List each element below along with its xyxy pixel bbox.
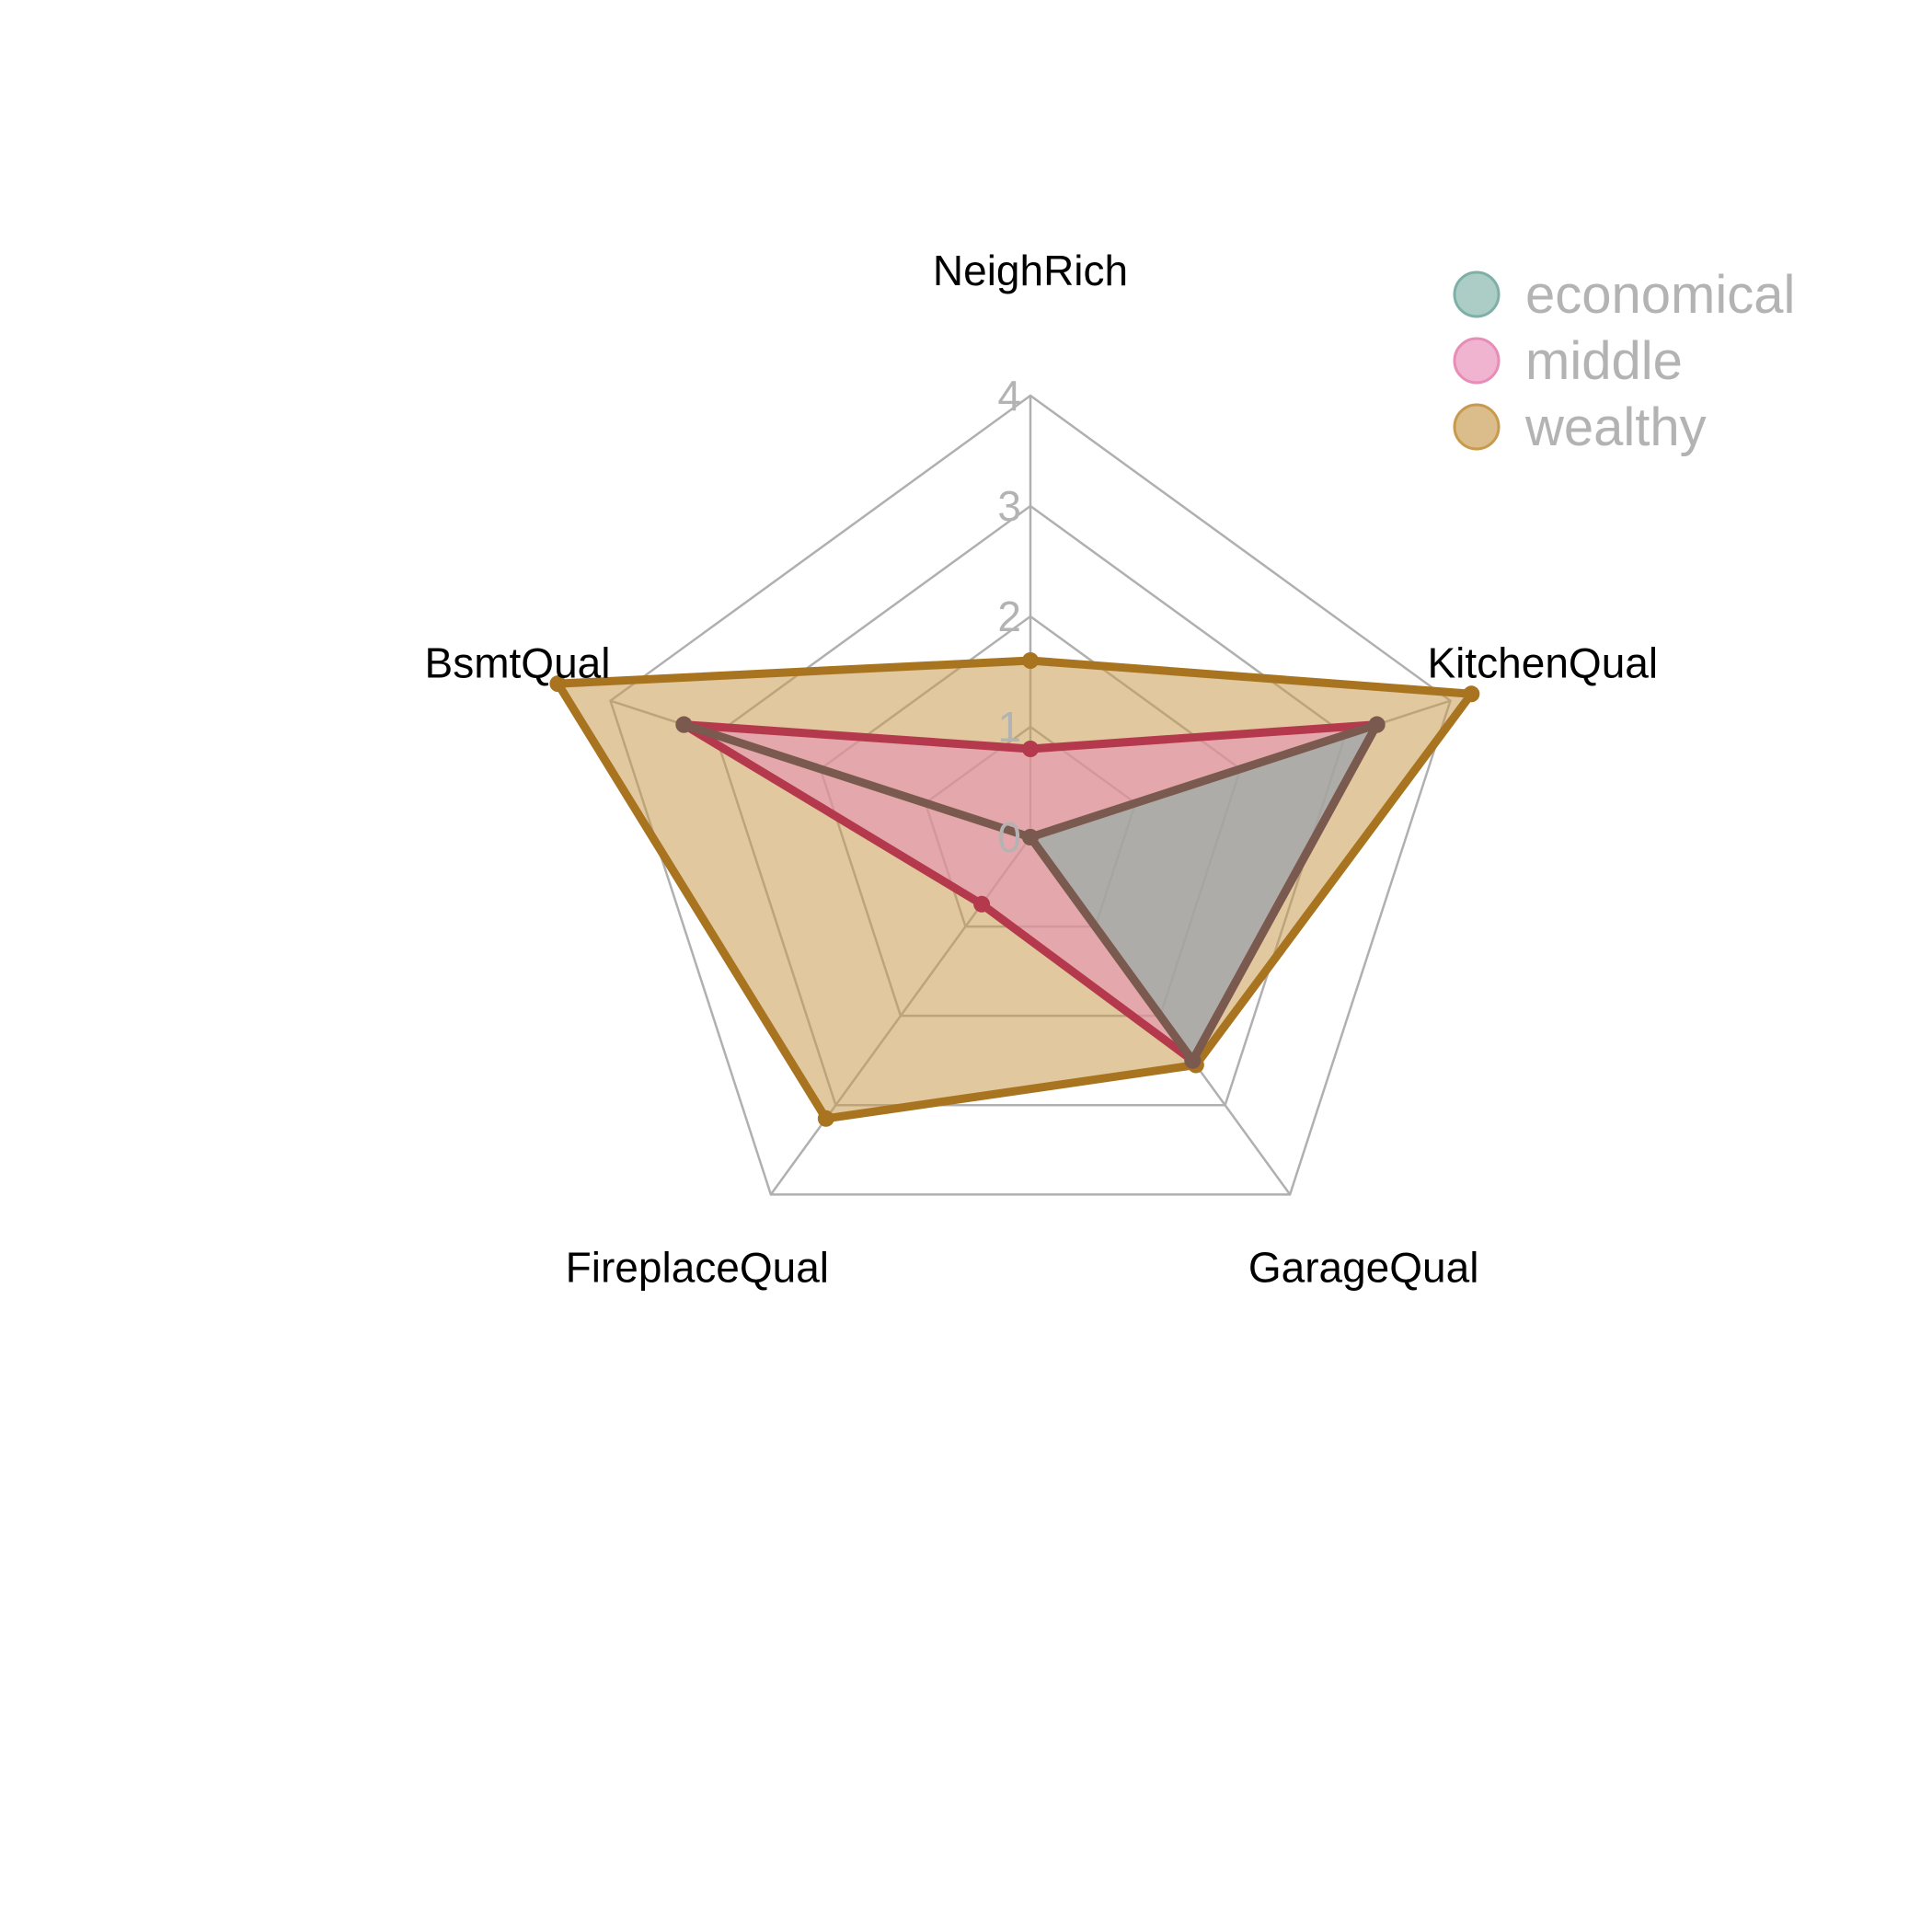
axis-label-BsmtQual: BsmtQual <box>425 639 611 687</box>
point-economical-GarageQual <box>1184 1052 1202 1069</box>
point-wealthy-FireplaceQual <box>817 1110 834 1127</box>
tick-label-0: 0 <box>997 813 1021 861</box>
axis-label-FireplaceQual: FireplaceQual <box>566 1243 829 1291</box>
series-economical <box>675 716 1386 1069</box>
grid-ring-4 <box>609 394 1452 1196</box>
point-middle-FireplaceQual <box>973 895 991 913</box>
series-area-economical <box>679 720 1382 1065</box>
point-middle-NeighRich <box>1022 741 1039 757</box>
tick-label-1: 1 <box>997 703 1021 751</box>
tick-label-2: 2 <box>997 592 1021 640</box>
point-wealthy-BsmtQual <box>549 675 567 693</box>
legend-label-economical: economical <box>1525 265 1795 325</box>
radial-ticks: 0 1 2 3 4 <box>997 372 1021 861</box>
series-layer <box>549 652 1480 1127</box>
point-economical-BsmtQual <box>675 716 693 733</box>
legend-label-wealthy: wealthy <box>1524 397 1707 457</box>
legend-swatch-wealthy <box>1453 403 1501 451</box>
axis-label-NeighRich: NeighRich <box>933 247 1128 294</box>
legend-swatch-middle <box>1453 337 1501 385</box>
point-wealthy-NeighRich <box>1022 652 1039 669</box>
tick-label-4: 4 <box>997 372 1021 420</box>
tick-label-3: 3 <box>997 482 1021 530</box>
axis-label-KitchenQual: KitchenQual <box>1428 639 1659 687</box>
legend-label-middle: middle <box>1525 331 1683 391</box>
axis-label-GarageQual: GarageQual <box>1248 1243 1479 1291</box>
legend-swatch-economical <box>1453 270 1501 318</box>
point-economical-KitchenQual <box>1368 716 1386 733</box>
axis-labels: NeighRich KitchenQual GarageQual FireplaceQ… <box>425 247 1659 1291</box>
point-economical-FireplaceQual <box>1022 829 1039 845</box>
point-wealthy-KitchenQual <box>1463 685 1480 703</box>
